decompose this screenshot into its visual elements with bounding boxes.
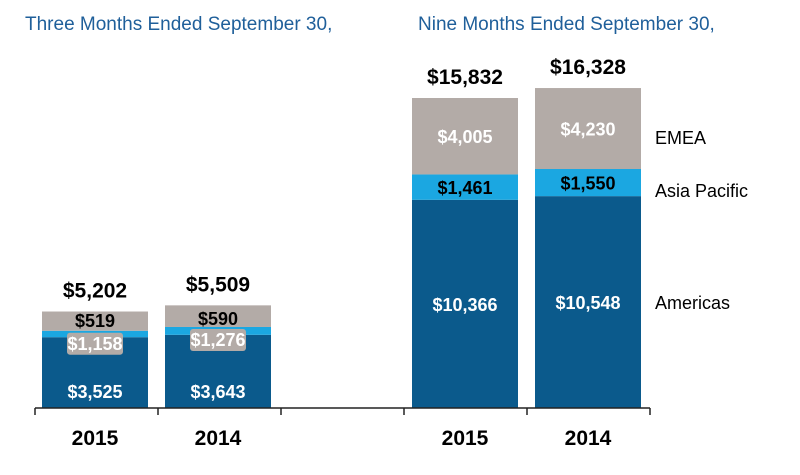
data-label-emea: $4,005 [437, 127, 492, 147]
x-tick-label: 2014 [565, 427, 612, 450]
legend-asia-pacific: Asia Pacific [655, 181, 748, 201]
data-label-emea: $1,276 [190, 330, 245, 350]
total-label: $15,832 [427, 66, 503, 89]
bar-segment-emea [412, 98, 518, 175]
data-label-asia-pacific: $590 [198, 309, 238, 329]
bar-segment-asia-pacific [535, 169, 641, 197]
data-label-americas: $10,548 [555, 293, 620, 313]
data-label-americas: $3,525 [67, 382, 122, 402]
data-label-asia-pacific: $1,550 [560, 174, 615, 194]
total-label: $5,509 [186, 273, 250, 296]
bar-segment-asia-pacific [412, 174, 518, 200]
data-label-asia-pacific: $1,461 [437, 178, 492, 198]
group-title-nine-months: Nine Months Ended September 30, [418, 14, 715, 35]
total-label: $5,202 [63, 280, 127, 303]
bar-segment-emea [42, 311, 148, 331]
x-tick-label: 2014 [195, 427, 242, 450]
legend-americas: Americas [655, 293, 730, 313]
x-tick-label: 2015 [442, 427, 489, 450]
x-tick-label: 2015 [72, 427, 119, 450]
data-label-emea: $1,158 [67, 334, 122, 354]
data-label-background-emea [67, 332, 123, 355]
data-label-background-emea [190, 328, 246, 351]
bar-segment-emea [165, 305, 271, 327]
data-label-asia-pacific: $519 [75, 311, 115, 331]
bar-segment-emea [535, 88, 641, 170]
bar-segment-americas [412, 199, 518, 408]
group-title-three-months: Three Months Ended September 30, [25, 14, 332, 35]
bar-segment-americas [535, 196, 641, 408]
data-label-americas: $3,643 [190, 382, 245, 402]
data-label-emea: $4,230 [560, 120, 615, 140]
data-label-americas: $10,366 [432, 295, 497, 315]
total-label: $16,328 [550, 56, 626, 79]
legend-emea: EMEA [655, 128, 706, 148]
